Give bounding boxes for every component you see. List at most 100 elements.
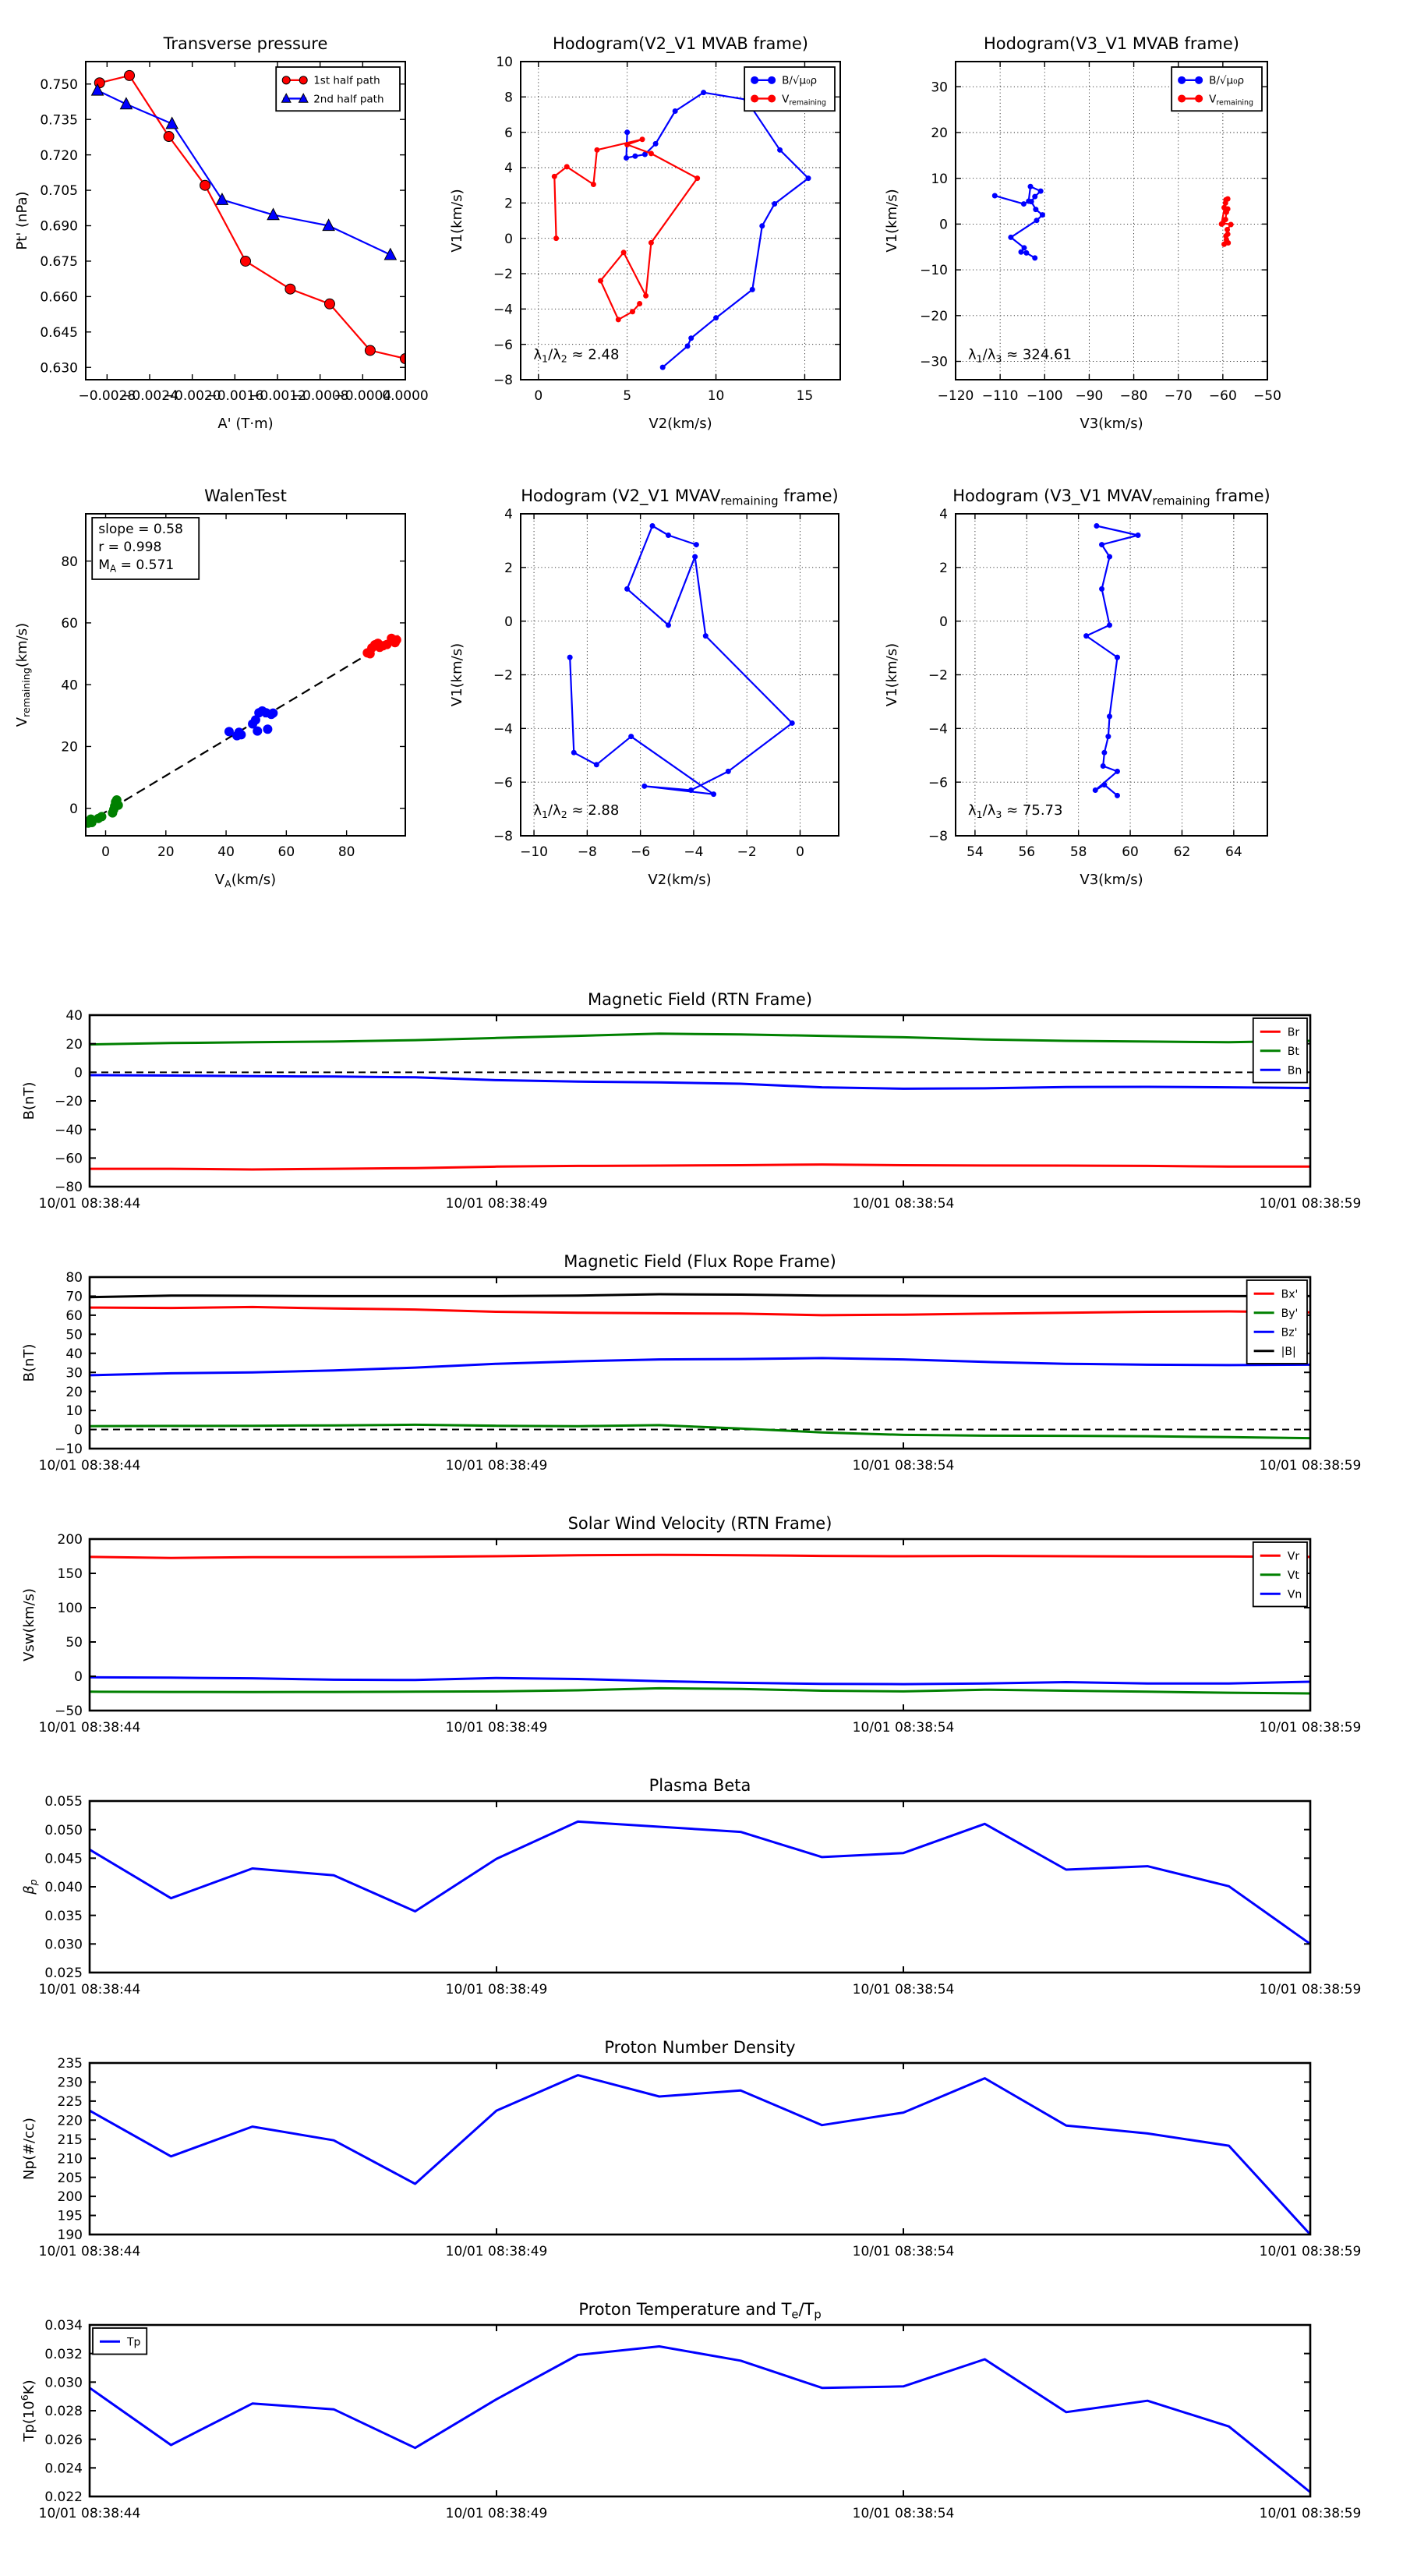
- y-tick-label: 60: [61, 616, 78, 632]
- y-tick-label: 0.675: [40, 254, 78, 270]
- y-axis-label: B(nT): [21, 1082, 37, 1120]
- y-tick-label: −2: [493, 267, 513, 282]
- x-tick-label: −70: [1164, 388, 1193, 404]
- y-tick-label: 4: [939, 507, 948, 522]
- y-tick-label: −40: [55, 1123, 83, 1138]
- y-tick-label: 0.032: [44, 2347, 83, 2362]
- axes-frame: [88, 2323, 1312, 2498]
- series-1st-half-path: [94, 69, 406, 365]
- legend-label: |B|: [1281, 1346, 1296, 1358]
- y-tick-label: 0.750: [40, 77, 78, 93]
- y-tick-label: 0.030: [44, 2375, 83, 2390]
- series-vr: [89, 1553, 1311, 1559]
- y-tick-label: 100: [58, 1601, 83, 1616]
- y-tick-label: −8: [493, 829, 513, 844]
- y-tick-label: −60: [55, 1151, 83, 1166]
- axes-frame: [88, 1799, 1312, 1974]
- y-axis-label: Vsw(km/s): [21, 1588, 37, 1661]
- y-axis-label: V1(km/s): [449, 189, 465, 252]
- x-tick-label: 10/01 08:38:44: [39, 2244, 141, 2259]
- plot-walen-test: 0 20 40 60 80 0 20 40 60 80 WalenTest VA(km/s) Vrema…: [14, 487, 406, 890]
- x-tick-label: −0.0016: [206, 388, 263, 404]
- plot-hodogram-v3v1-mvav: 54 56 58 60 62 64 −8 −6 −4 −2 0 2 4 Hodogram (V3_V1 M…: [884, 487, 1270, 888]
- legend: B/√μ₀ρ Vremaining: [744, 66, 836, 112]
- y-tick-label: 70: [65, 1290, 83, 1305]
- gridlines: [955, 62, 1268, 380]
- y-tick-label: −80: [55, 1180, 83, 1195]
- x-tick-label: 60: [1122, 844, 1139, 860]
- y-tick-label: −8: [493, 373, 513, 388]
- legend-label: Bx': [1281, 1288, 1299, 1300]
- y-tick-label: −4: [493, 721, 513, 737]
- x-tick-label: −0.0024: [121, 388, 178, 404]
- y-tick-label: 0.660: [40, 290, 78, 306]
- plot-title: Plasma Beta: [649, 1776, 751, 1795]
- x-tick-label: 10/01 08:38:54: [853, 2244, 955, 2259]
- series-layer: [89, 1032, 1311, 1171]
- x-tick-label: 10/01 08:38:59: [1260, 1458, 1362, 1474]
- y-axis-label: Tp(106K): [19, 2380, 37, 2442]
- y-tick-label: 40: [65, 1346, 83, 1362]
- legend-label: Bn: [1288, 1064, 1302, 1077]
- x-tick-label: 10/01 08:38:49: [446, 2506, 548, 2521]
- y-tick-label: 190: [58, 2227, 83, 2243]
- x-tick-label: 10/01 08:38:54: [853, 1720, 955, 1736]
- y-tick-label: 205: [58, 2171, 83, 2186]
- y-tick-label: 0.035: [44, 1909, 83, 1924]
- plot-hodogram-v2v1-mvab: 0 5 10 15 −8 −6 −4 −2 0 2 4 6 8 10 Hodogram(V2_V1 MVAB…: [449, 34, 841, 432]
- x-tick-label: 58: [1070, 844, 1087, 860]
- y-tick-label: 2: [939, 561, 948, 576]
- y-tick-label: 60: [65, 1308, 83, 1324]
- y-tick-label: 200: [58, 1532, 83, 1548]
- x-tick-label: 62: [1174, 844, 1191, 860]
- y-tick-label: −2: [928, 668, 948, 684]
- legend: Tp: [92, 2327, 148, 2355]
- x-tick-label: 15: [797, 388, 814, 404]
- plot-title: Proton Temperature and Te/Tp: [578, 2300, 821, 2322]
- y-tick-label: 220: [58, 2113, 83, 2128]
- x-tick-label: 10: [708, 388, 725, 404]
- axes-frame: [520, 513, 839, 837]
- plot-title: Transverse pressure: [163, 34, 328, 53]
- series-layer: [551, 90, 811, 370]
- series-tp: [89, 2345, 1311, 2493]
- plot-mag-rtn: 10/01 08:38:44 10/01 08:38:49 10/01 08:38:…: [21, 990, 1361, 1212]
- y-tick-label: 20: [931, 126, 948, 141]
- y-tick-label: 0: [74, 1065, 83, 1081]
- x-tick-label: −80: [1120, 388, 1148, 404]
- series-by-: [89, 1423, 1311, 1440]
- axes-frame: [520, 61, 841, 380]
- gridlines: [956, 513, 1267, 837]
- plot-hodogram-v2v1-mvav: −10 −8 −6 −4 −2 0 −8 −6 −4 −2 0 2 4 Hodogram (V2_V1 M…: [449, 487, 839, 888]
- y-tick-label: 2: [504, 196, 513, 211]
- x-tick-label: −0.0008: [292, 388, 349, 404]
- x-tick-label: −2: [737, 844, 757, 860]
- x-tick-label: −100: [1027, 388, 1063, 404]
- x-tick-label: −6: [631, 844, 650, 860]
- series-br: [90, 1163, 1310, 1171]
- x-tick-label: 10/01 08:38:59: [1260, 1720, 1362, 1736]
- x-tick-label: 0: [101, 844, 110, 860]
- y-axis-label: βp: [21, 1879, 39, 1895]
- y-tick-label: 0.040: [44, 1880, 83, 1895]
- axis-ticks: 10/01 08:38:44 10/01 08:38:49 10/01 08:38:…: [39, 1532, 1362, 1736]
- gridlines: [521, 513, 839, 837]
- x-tick-label: 20: [157, 844, 175, 860]
- legend-label: By': [1281, 1307, 1299, 1320]
- series-b-over-sqrt-mu0-rho: [991, 183, 1045, 261]
- x-tick-label: 10/01 08:38:49: [446, 1982, 548, 1997]
- series-layer: [89, 2074, 1311, 2235]
- y-tick-label: 0: [939, 614, 948, 630]
- y-tick-label: 30: [65, 1365, 83, 1381]
- y-tick-label: 0: [504, 232, 513, 247]
- x-tick-label: 10/01 08:38:54: [853, 1982, 955, 1997]
- x-tick-label: 10/01 08:38:49: [446, 2244, 548, 2259]
- y-tick-label: −2: [493, 668, 513, 684]
- plot-title: Hodogram(V2_V1 MVAB frame): [553, 34, 808, 54]
- annotation-line: r = 0.998: [98, 540, 161, 555]
- x-axis-label: VA(km/s): [215, 872, 276, 890]
- x-axis-label: V3(km/s): [1080, 872, 1143, 888]
- y-tick-label: −8: [928, 829, 948, 844]
- x-tick-label: 10/01 08:38:44: [39, 1720, 141, 1736]
